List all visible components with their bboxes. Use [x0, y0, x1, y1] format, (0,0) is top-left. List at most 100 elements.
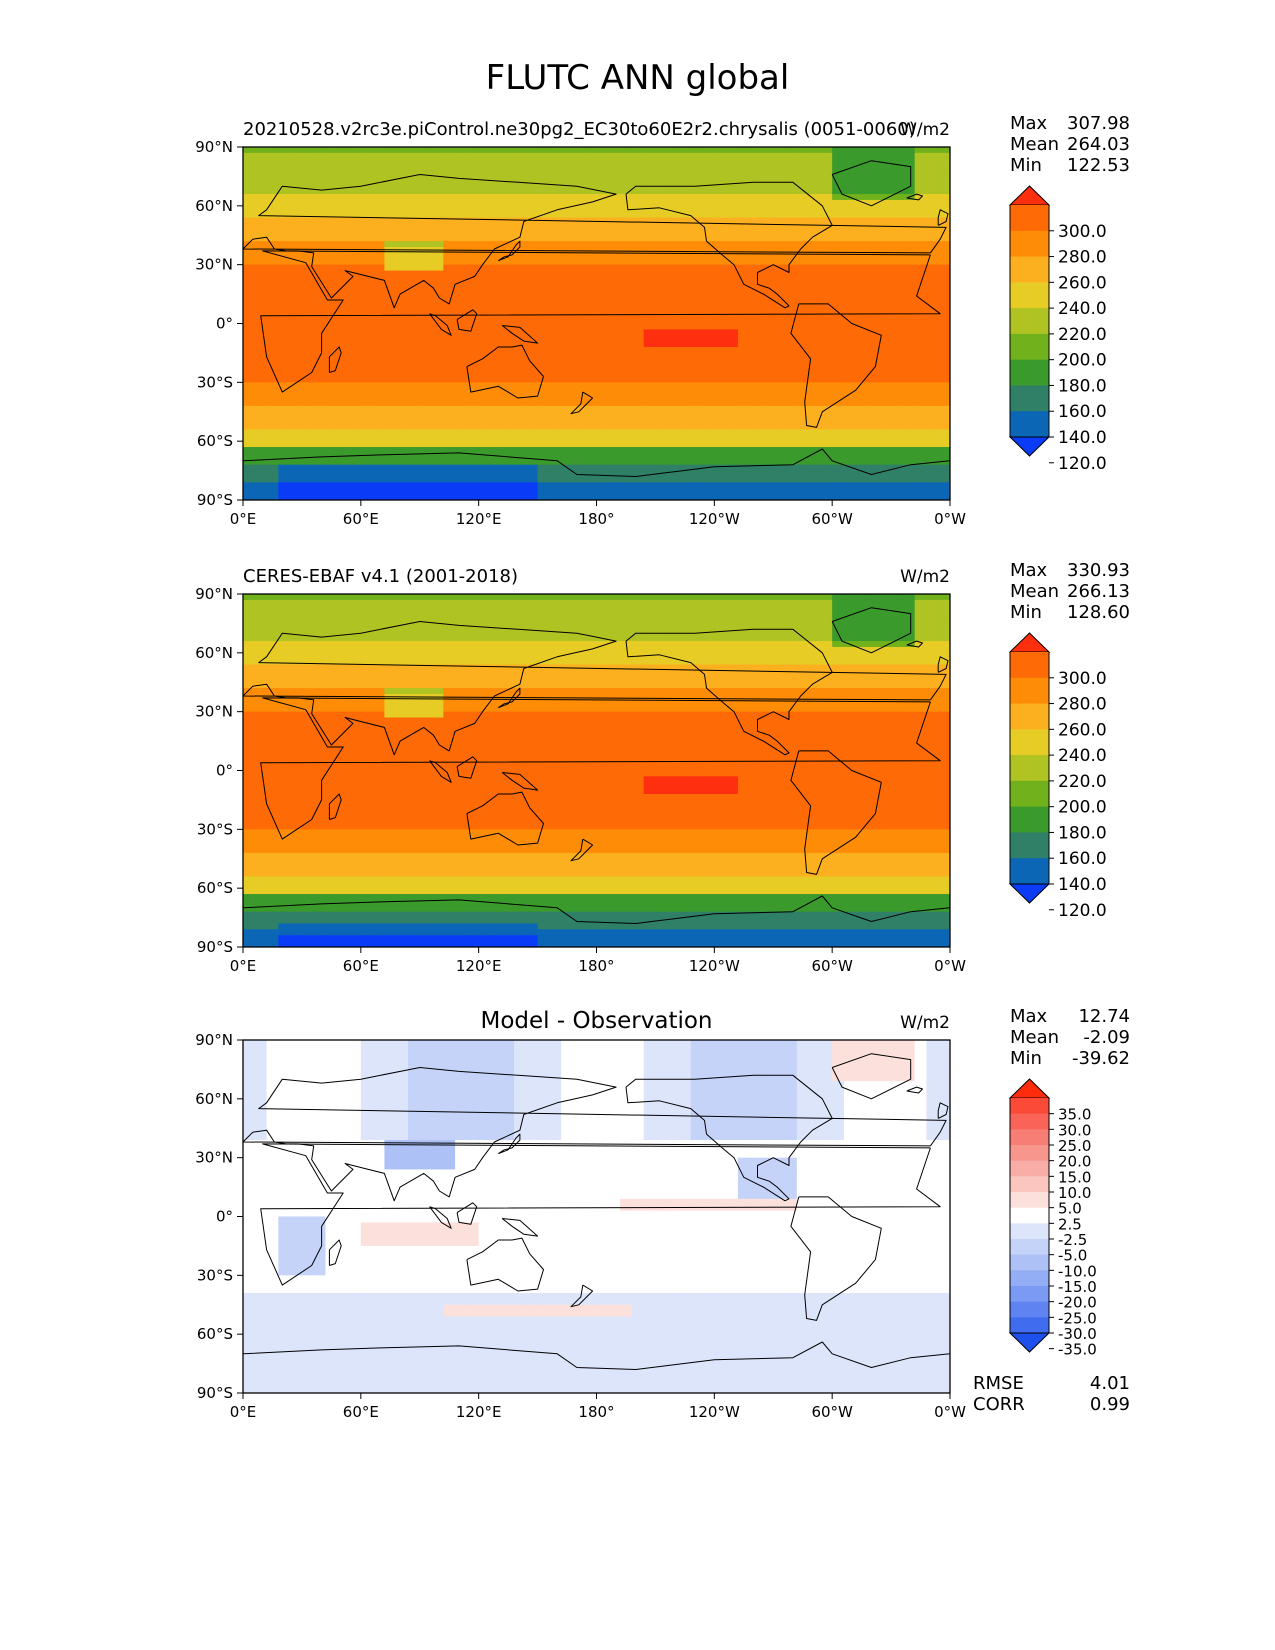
field-cell — [761, 458, 774, 466]
field-cell — [737, 388, 751, 395]
field-cell — [832, 370, 845, 378]
field-cell — [620, 699, 633, 707]
field-cell — [891, 247, 904, 254]
field-cell — [714, 447, 727, 454]
field-cell — [478, 594, 492, 601]
field-cell — [478, 182, 492, 189]
field-cell — [785, 646, 798, 654]
field-cell — [608, 170, 621, 178]
field-cell — [796, 399, 810, 407]
field-cell — [384, 270, 397, 278]
field-cell — [466, 235, 480, 242]
field-cell — [702, 694, 715, 701]
field-cell — [902, 364, 916, 372]
field-cell — [608, 358, 621, 366]
field-cell — [631, 405, 645, 413]
field-cell — [832, 682, 845, 689]
field-cell — [879, 205, 892, 213]
field-cell — [243, 599, 256, 607]
field-cell — [549, 699, 562, 707]
field-cell — [419, 717, 433, 725]
field-cell — [572, 670, 586, 677]
field-cell — [561, 323, 574, 330]
field-cell — [443, 276, 456, 283]
field-cell — [761, 352, 774, 360]
field-cell — [620, 394, 633, 401]
field-cell — [726, 358, 739, 366]
field-cell — [384, 152, 397, 160]
field-cell — [608, 447, 621, 454]
field-cell — [396, 270, 409, 278]
field-cell — [855, 223, 869, 230]
field-cell — [596, 464, 609, 472]
field-cell — [455, 341, 468, 348]
field-cell — [384, 229, 397, 236]
stat-value-max: 307.98 — [1067, 113, 1130, 134]
field-cell — [714, 299, 727, 307]
field-cell — [855, 388, 869, 395]
field-cell — [655, 482, 668, 489]
field-cell — [678, 158, 692, 166]
field-cell — [514, 646, 527, 654]
field-cell — [584, 652, 598, 660]
field-cell — [372, 658, 385, 666]
field-cell — [572, 394, 586, 401]
field-cell — [466, 270, 480, 278]
field-cell — [832, 670, 845, 677]
field-cell — [266, 264, 279, 272]
field-cell — [325, 476, 338, 483]
field-cell — [655, 376, 668, 383]
field-cell — [396, 347, 409, 354]
field-cell — [455, 388, 468, 395]
field-cell — [466, 382, 480, 389]
field-cell — [407, 282, 421, 289]
field-cell — [761, 599, 774, 607]
field-cell — [313, 182, 327, 189]
field-cell — [855, 294, 869, 301]
field-cell — [843, 288, 857, 295]
field-cell — [407, 623, 421, 630]
field-cell — [419, 476, 433, 483]
field-cell — [690, 399, 704, 407]
field-cell — [926, 382, 939, 389]
field-cell — [926, 435, 939, 442]
field-cell — [867, 388, 880, 395]
field-cell — [714, 364, 727, 372]
field-cell — [349, 211, 362, 219]
field-cell — [384, 382, 397, 389]
field-cell — [254, 447, 268, 454]
field-cell — [502, 199, 515, 207]
field-cell — [631, 347, 645, 354]
field-cell — [337, 688, 350, 695]
field-cell — [313, 605, 327, 613]
field-cell — [443, 482, 456, 489]
field-cell — [808, 176, 821, 183]
field-cell — [643, 170, 657, 178]
field-cell — [254, 341, 268, 348]
field-cell — [714, 417, 727, 425]
field-cell — [832, 352, 845, 360]
field-cell — [832, 652, 845, 660]
field-cell — [926, 399, 939, 407]
field-cell — [855, 429, 869, 436]
field-cell — [360, 635, 374, 642]
field-cell — [796, 682, 810, 689]
field-cell — [301, 664, 315, 672]
field-cell — [337, 676, 350, 683]
field-cell — [243, 364, 256, 372]
field-cell — [761, 264, 774, 272]
field-cell — [372, 205, 385, 213]
field-cell — [466, 705, 480, 713]
field-cell — [266, 464, 279, 472]
field-cell — [372, 194, 385, 201]
field-cell — [290, 717, 303, 725]
field-cell — [266, 694, 279, 701]
field-cell — [325, 252, 338, 260]
field-cell — [290, 447, 303, 454]
field-cell — [360, 646, 374, 654]
field-cell — [572, 258, 586, 266]
field-cell — [525, 170, 539, 178]
field-cell — [891, 652, 904, 660]
field-cell — [773, 299, 786, 307]
field-cell — [502, 646, 515, 654]
